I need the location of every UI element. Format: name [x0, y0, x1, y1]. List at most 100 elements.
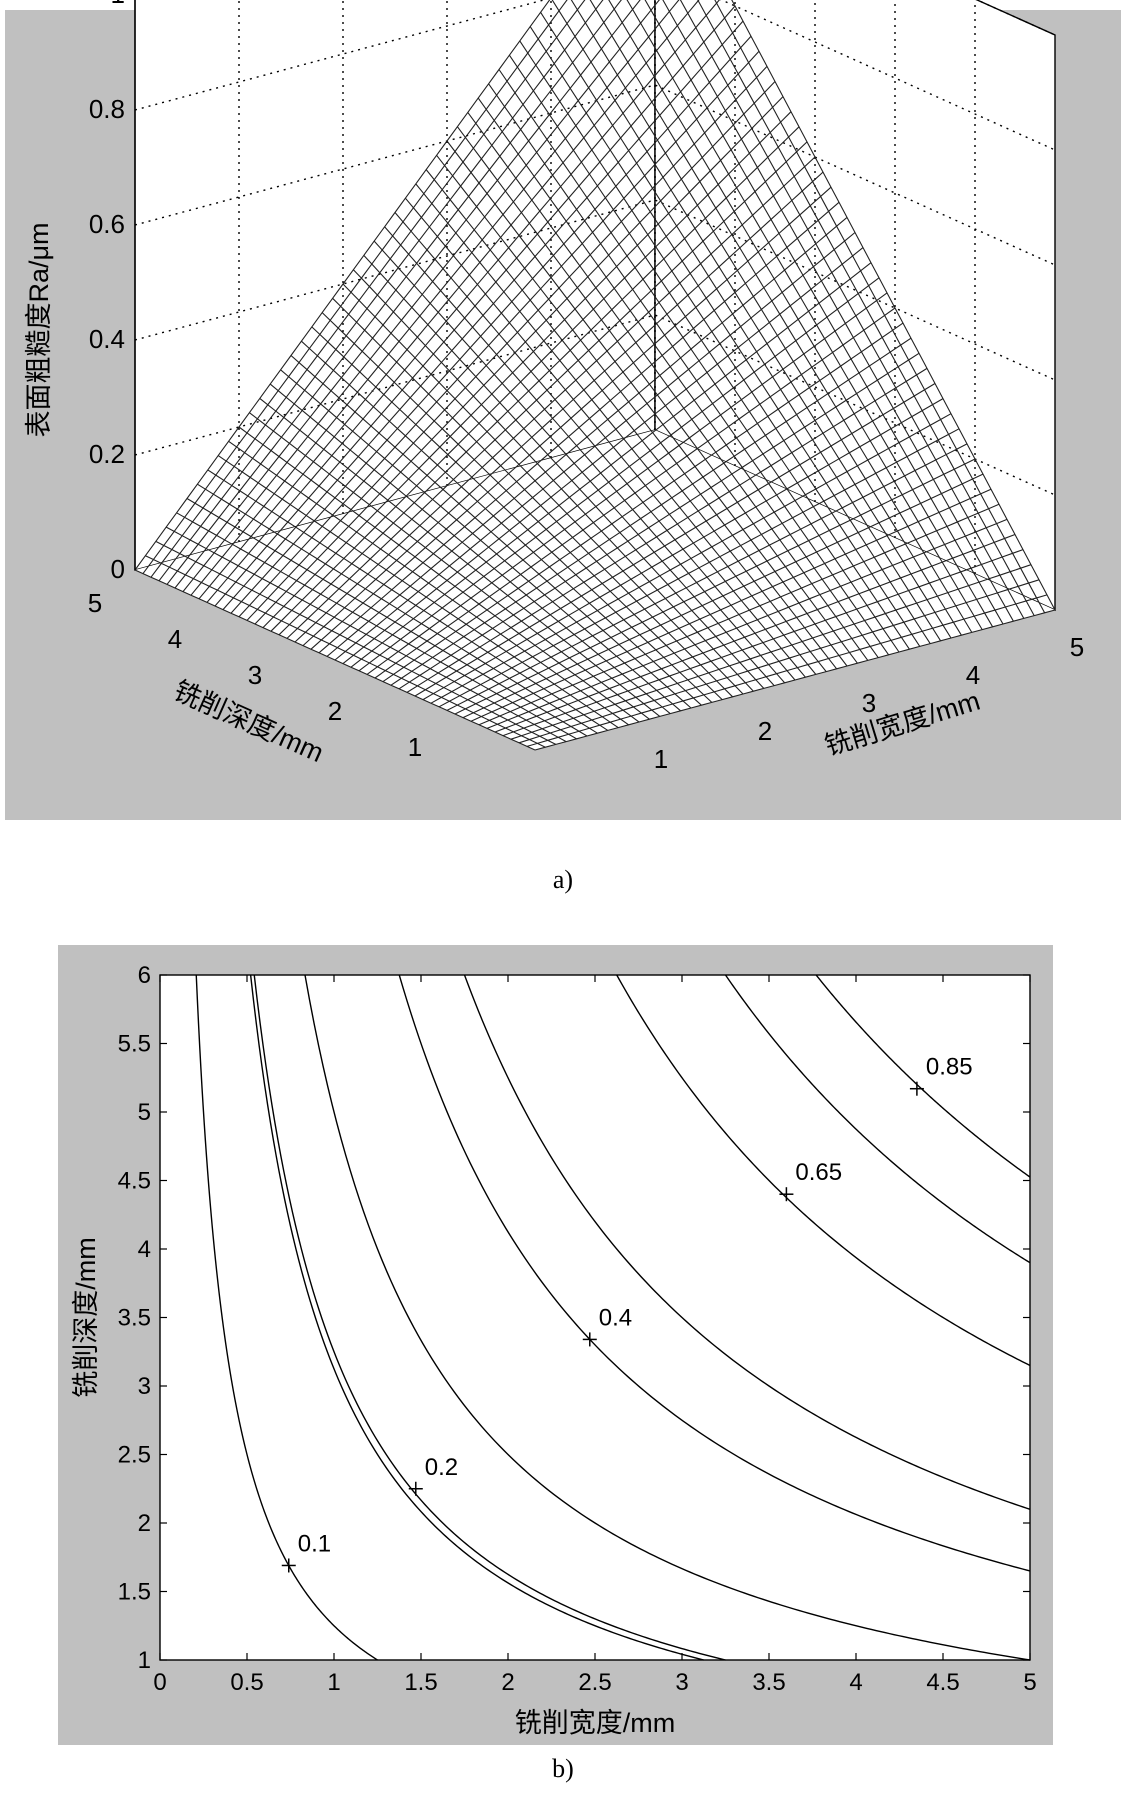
surface-mesh-line — [238, 50, 760, 618]
z-tick-label: 0.6 — [89, 209, 125, 239]
z-tick-label: 0 — [111, 554, 125, 584]
x-tick-label: 0 — [153, 1669, 166, 1696]
contour-label: 0.1 — [298, 1530, 331, 1557]
surface-mesh-line — [477, 97, 879, 658]
z-tick-label: 0.2 — [89, 439, 125, 469]
z-tick-label: 0.8 — [89, 94, 125, 124]
y-tick-label: 1.5 — [118, 1579, 151, 1606]
z-axis-label: 表面粗糙度Ra/μm — [24, 222, 54, 437]
surface-mesh-line — [540, 12, 942, 642]
y-tick-label: 3 — [248, 660, 262, 690]
caption-b: b) — [552, 1754, 574, 1783]
y-tick-label: 2 — [138, 1510, 151, 1537]
surface-mesh-line — [714, 0, 1046, 614]
contour-line — [815, 974, 1031, 1178]
surface-mesh-line — [142, 0, 568, 574]
contour-line — [724, 974, 1031, 1264]
surface-plot-panel: 00.20.40.60.811234512345表面粗糙度Ra/μm铣削深度/m… — [0, 0, 1126, 880]
surface-mesh-line — [519, 40, 921, 647]
surface-mesh-line — [731, 0, 1056, 611]
surface-mesh-line — [150, 0, 586, 578]
surface-mesh-line — [302, 171, 824, 647]
contour-lines — [195, 974, 1031, 1661]
y-tick-label: 2.5 — [118, 1442, 151, 1469]
contour-line — [195, 974, 378, 1661]
y-axis-label: 铣削深度/mm — [71, 1237, 101, 1397]
x-tick-label: 2 — [758, 716, 772, 746]
surface-mesh-line — [190, 0, 680, 596]
contour-label: 0.4 — [599, 1304, 632, 1331]
surface-mesh-line — [166, 0, 622, 585]
x-tick-label: 4 — [966, 660, 980, 690]
contour-plot-panel: 0 0.5 1 1.5 2 2.5 3 3.5 4 4.5 5 1 1.5 2 2.5 3 3.5 4 4.5 5 5.… — [0, 945, 1126, 1804]
x-axis-label: 铣削宽度/mm — [515, 1708, 675, 1738]
y-tick-label: 6 — [138, 962, 151, 989]
surface-mesh-line — [508, 54, 910, 650]
contour-line — [463, 974, 1031, 1510]
surface-mesh-line — [326, 216, 848, 657]
y-tick-label: 2 — [328, 696, 342, 726]
surface-mesh-line — [589, 0, 973, 633]
contour-line — [249, 974, 704, 1661]
y-tick-label: 3 — [138, 1373, 151, 1400]
surface-mesh-line — [488, 83, 890, 656]
surface-mesh-line — [679, 0, 1025, 619]
surface-mesh-line — [436, 154, 838, 670]
surface-mesh-line — [278, 126, 800, 636]
surface-mesh-line — [174, 0, 641, 589]
surface-mesh-line — [446, 140, 848, 667]
contour-line — [304, 974, 1031, 1661]
surface-mesh-line — [529, 26, 931, 644]
y-tick-label: 1 — [408, 732, 422, 762]
x-tick-label: 5 — [1023, 1669, 1036, 1696]
surface-mesh-line — [214, 5, 736, 607]
contour-label: 0.2 — [425, 1454, 458, 1481]
surface-mesh-line — [334, 232, 856, 661]
contour-label: 0.85 — [926, 1054, 973, 1081]
surface-mesh-line — [456, 126, 858, 664]
surface-mesh-line — [415, 183, 817, 675]
surface-mesh-line — [262, 96, 784, 628]
x-tick-label: 4.5 — [926, 1669, 959, 1696]
plot-area — [159, 974, 1031, 1661]
surface-mesh-line — [498, 69, 900, 653]
surface-mesh-line — [551, 0, 952, 639]
surface-mesh-line — [222, 20, 744, 610]
y-tick-label: 1 — [138, 1647, 151, 1674]
contour-line — [253, 974, 726, 1661]
x-tick-label: 1 — [654, 744, 668, 774]
surface-mesh-line — [644, 0, 1004, 625]
surface-mesh-line — [404, 197, 806, 678]
x-tick-label: 3 — [862, 688, 876, 718]
surface-mesh-line — [570, 0, 962, 636]
surface-mesh-line — [662, 0, 1014, 622]
y-tick-label: 3.5 — [118, 1305, 151, 1332]
surface-mesh-line — [206, 0, 720, 603]
surface-mesh-line — [467, 112, 869, 661]
surface-mesh-line — [608, 0, 983, 630]
surface-mesh-line — [246, 66, 768, 621]
y-tick-label: 4.5 — [118, 1168, 151, 1195]
x-tick-label: 2.5 — [578, 1669, 611, 1696]
caption-a: a) — [552, 865, 574, 894]
surface-mesh-line — [254, 81, 776, 625]
surface-plot: 00.20.40.60.811234512345表面粗糙度Ra/μm铣削深度/m… — [5, 0, 1121, 820]
surface-mesh-line — [318, 201, 840, 654]
surface-mesh-line — [286, 141, 808, 639]
contour-line — [398, 974, 1031, 1572]
x-tick-label: 5 — [1070, 632, 1084, 662]
surface-mesh-line — [270, 111, 792, 632]
contour-line — [616, 974, 1031, 1367]
x-tick-label: 2 — [501, 1669, 514, 1696]
contour-label: 0.65 — [795, 1159, 842, 1186]
x-tick-label: 4 — [849, 1669, 862, 1696]
surface-mesh-line — [294, 156, 816, 643]
surface-mesh-line — [182, 0, 660, 592]
surface-mesh-line — [310, 186, 832, 650]
z-tick-label: 1 — [111, 0, 125, 9]
surface-mesh-line — [697, 0, 1035, 616]
surface-mesh-line — [134, 0, 551, 571]
y-tick-label: 5.5 — [118, 1031, 151, 1058]
x-tick-label: 1 — [327, 1669, 340, 1696]
x-tick-label: 3 — [675, 1669, 688, 1696]
